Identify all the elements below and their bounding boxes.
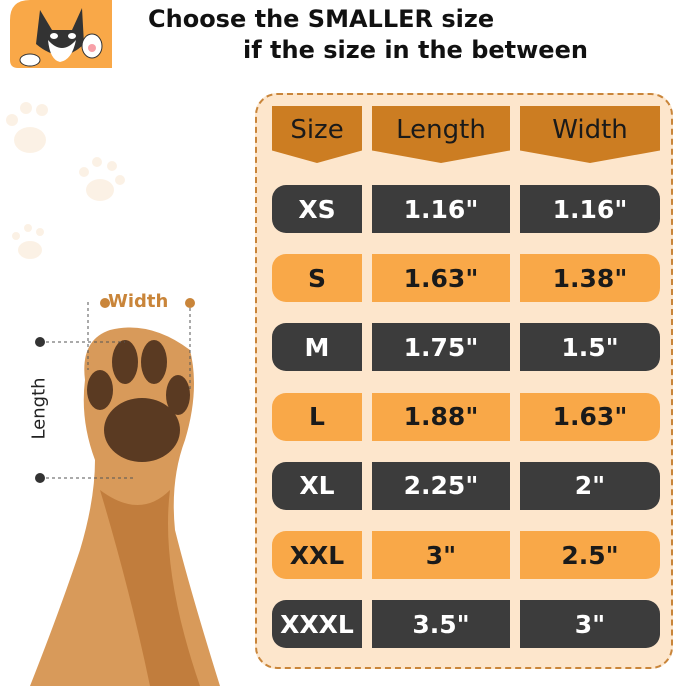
table-cell-length: 1.63" — [372, 254, 510, 303]
table-cell-width: 1.16" — [520, 185, 660, 233]
table-cell-width: 1.38" — [520, 254, 660, 303]
table-cell-size: S — [272, 254, 362, 303]
paw-decoration-icon — [6, 102, 125, 259]
table-cell-size: XL — [272, 461, 362, 510]
table-cell-length: 1.88" — [372, 392, 510, 441]
table-cell-width: 3" — [520, 600, 660, 649]
table-cell-length: 1.75" — [372, 323, 510, 372]
table-cell-length: 1.16" — [372, 185, 510, 233]
title-line-2: if the size in the between — [243, 36, 588, 64]
table-cell-size: L — [272, 392, 362, 441]
dog-paw-illustration — [30, 298, 220, 686]
title-line-1: Choose the SMALLER size — [148, 5, 495, 33]
table-cell-width: 2.5" — [520, 531, 660, 579]
table-cell-size: XS — [272, 185, 362, 233]
table-cell-length: 2.25" — [372, 461, 510, 510]
width-label: Width — [108, 291, 169, 312]
table-cell-width: 1.63" — [520, 392, 660, 441]
table-cell-length: 3" — [372, 531, 510, 579]
header-width: Width — [520, 106, 660, 163]
table-cell-length: 3.5" — [372, 600, 510, 649]
table-cell-width: 2" — [520, 461, 660, 510]
table-cell-size: M — [272, 323, 362, 372]
table-cell-size: XXXL — [272, 600, 362, 649]
table-cell-width: 1.5" — [520, 323, 660, 372]
length-label: Length — [28, 377, 50, 440]
header-size: Size — [272, 106, 362, 163]
header-length: Length — [372, 106, 510, 163]
table-cell-size: XXL — [272, 531, 362, 579]
size-chart-panel — [255, 93, 673, 669]
corgi-logo-icon — [10, 0, 112, 68]
